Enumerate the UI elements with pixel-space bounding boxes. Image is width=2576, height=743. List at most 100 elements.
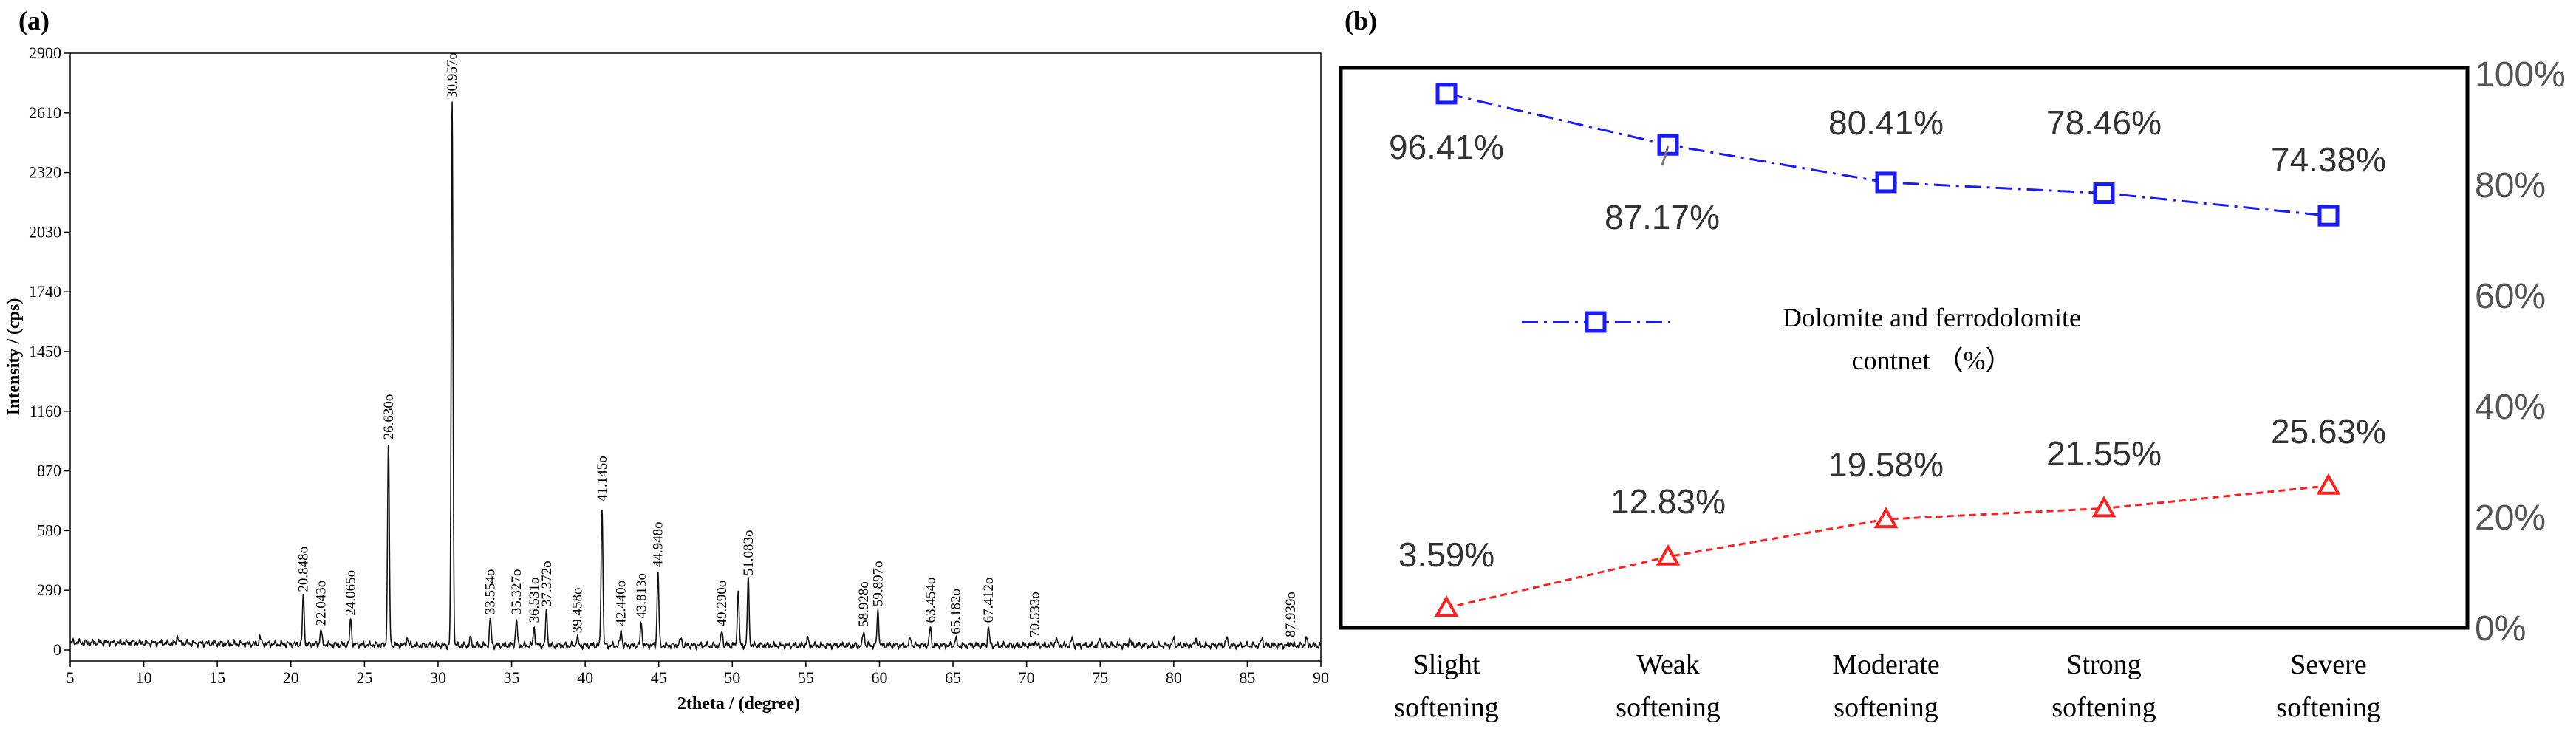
softening-y-tick-label: 0%	[2475, 609, 2526, 648]
xrd-peak-label: 37.372o	[539, 561, 555, 606]
xrd-x-tick-label: 60	[871, 668, 887, 687]
dolomite-data-label: 78.46%	[2046, 103, 2162, 142]
second-series-triangle-marker	[1873, 507, 1899, 529]
xrd-plot-frame	[69, 52, 1322, 662]
second-series-data-label: 19.58%	[1828, 445, 1944, 484]
softening-series: 96.41% 87.17% 80.41% 78.46% 74.38% 3.59% 12.83…	[1389, 83, 2386, 617]
legend-label-line2: contnet （%）	[1852, 346, 2012, 375]
panel-a-label: (a)	[18, 6, 49, 35]
xrd-x-tick-label: 10	[136, 668, 152, 687]
dolomite-square-marker	[2093, 182, 2115, 205]
second-series-data-label: 25.63%	[2271, 412, 2386, 451]
dolomite-data-label: 96.41%	[1389, 128, 1504, 166]
xrd-x-tick-label: 40	[577, 668, 593, 687]
softening-category-label: Weak	[1636, 649, 1700, 680]
softening-category-label: Moderate	[1832, 649, 1940, 680]
softening-category-label: Slight	[1413, 649, 1480, 680]
xrd-x-tick-label: 85	[1239, 668, 1255, 687]
xrd-peak-label: 67.412o	[981, 578, 997, 623]
legend: Dolomite and ferrodolomite contnet （%）	[1522, 303, 2081, 375]
xrd-x-tick-label: 55	[798, 668, 814, 687]
xrd-peak-label: 44.948o	[651, 521, 666, 567]
xrd-x-tick-label: 5	[66, 668, 75, 687]
softening-plot-frame	[1339, 66, 2470, 630]
xrd-y-axis: 0 290 580 870 1160 1450 1740 2030 2320 2610 2900	[29, 44, 70, 659]
second-series-triangle-marker	[1434, 595, 1459, 617]
dolomite-square-marker	[1435, 83, 1458, 105]
xrd-peak-label: 36.531o	[527, 578, 542, 623]
legend-label-line1: Dolomite and ferrodolomite	[1783, 303, 2081, 332]
xrd-peak-label: 35.327o	[509, 569, 525, 614]
softening-y-tick-label: 40%	[2475, 388, 2546, 427]
dolomite-data-label: 80.41%	[1828, 103, 1944, 142]
dolomite-square-marker	[1875, 171, 1897, 194]
xrd-peak-label: 49.290o	[714, 581, 730, 626]
softening-category-label: softening	[2276, 692, 2380, 723]
xrd-y-tick-label: 580	[37, 521, 61, 539]
xrd-peak-label: 43.813o	[634, 573, 649, 619]
dolomite-square-marker	[1657, 134, 1679, 156]
xrd-peak-label: 39.458o	[570, 588, 585, 634]
second-series-data-label: 21.55%	[2046, 434, 2162, 473]
softening-chart: 0% 20% 40% 60% 80% 100% Slight softening Weak so…	[1339, 55, 2566, 723]
xrd-peak-label: 33.554o	[483, 569, 499, 614]
softening-y-tick-label: 60%	[2475, 277, 2546, 316]
xrd-y-tick-label: 870	[37, 462, 61, 480]
dolomite-data-label: 74.38%	[2271, 140, 2386, 179]
xrd-x-tick-label: 80	[1166, 668, 1182, 687]
softening-x-axis: Slight softening Weak softening Moderate soft…	[1394, 649, 2380, 723]
xrd-peak-label: 42.440o	[614, 581, 629, 626]
xrd-x-tick-label: 65	[945, 668, 961, 687]
softening-y-tick-label: 20%	[2475, 499, 2546, 538]
softening-category-label: softening	[2051, 692, 2156, 723]
softening-category-label: softening	[1834, 692, 1938, 723]
second-series-triangle-marker	[2316, 473, 2341, 495]
xrd-peak-label: 22.043o	[314, 581, 329, 626]
xrd-peak-label: 41.145o	[595, 456, 610, 501]
xrd-x-axis-title: 2theta / (degree)	[677, 694, 800, 713]
xrd-peak-label: 65.182o	[949, 589, 964, 634]
softening-y-tick-label: 80%	[2475, 166, 2546, 205]
xrd-x-tick-label: 20	[283, 668, 299, 687]
xrd-peak-label: 59.897o	[870, 561, 886, 606]
xrd-x-tick-label: 25	[356, 668, 372, 687]
second-series-line	[1446, 485, 2329, 609]
xrd-peak-label: 87.939o	[1283, 592, 1299, 637]
xrd-y-tick-label: 290	[37, 581, 61, 599]
xrd-peak-label: 58.928o	[856, 581, 872, 627]
xrd-x-tick-label: 15	[209, 668, 225, 687]
xrd-y-tick-label: 2030	[29, 222, 61, 241]
dolomite-data-label: 87.17%	[1605, 198, 1720, 236]
xrd-x-axis: 5 10 15 20 25 30 35 40 45 50 55 60 65 70 75 80 85 90	[66, 661, 1329, 687]
second-series-data-label: 3.59%	[1398, 535, 1494, 574]
xrd-x-tick-label: 50	[724, 668, 740, 687]
xrd-x-tick-label: 30	[430, 668, 446, 687]
xrd-peak-label: 20.848o	[296, 547, 312, 592]
xrd-peak-label: 63.454o	[923, 578, 938, 623]
legend-square-marker	[1585, 311, 1607, 333]
xrd-y-tick-label: 1740	[29, 282, 61, 301]
dolomite-square-marker	[2317, 205, 2340, 227]
second-series-triangle-marker	[1656, 544, 1681, 566]
xrd-x-tick-label: 75	[1092, 668, 1108, 687]
softening-category-label: softening	[1394, 692, 1498, 723]
xrd-y-tick-label: 2320	[29, 163, 61, 182]
xrd-y-tick-label: 1450	[29, 342, 61, 360]
xrd-y-tick-label: 2610	[29, 103, 61, 122]
softening-y-tick-label: 100%	[2475, 55, 2566, 95]
softening-category-label: Severe	[2290, 649, 2366, 680]
softening-category-label: softening	[1616, 692, 1720, 723]
xrd-x-tick-label: 45	[651, 668, 667, 687]
softening-category-label: Strong	[2066, 649, 2141, 680]
xrd-y-tick-label: 1160	[30, 402, 61, 420]
data-label-leader	[1661, 145, 1670, 166]
xrd-y-axis-title: Intensity / (cps)	[4, 298, 24, 416]
softening-right-y-axis: 0% 20% 40% 60% 80% 100%	[2475, 55, 2566, 648]
panel-b-label: (b)	[1345, 6, 1377, 35]
xrd-x-tick-label: 90	[1313, 668, 1329, 687]
xrd-pattern-line	[69, 101, 1322, 651]
xrd-x-tick-label: 70	[1019, 668, 1035, 687]
